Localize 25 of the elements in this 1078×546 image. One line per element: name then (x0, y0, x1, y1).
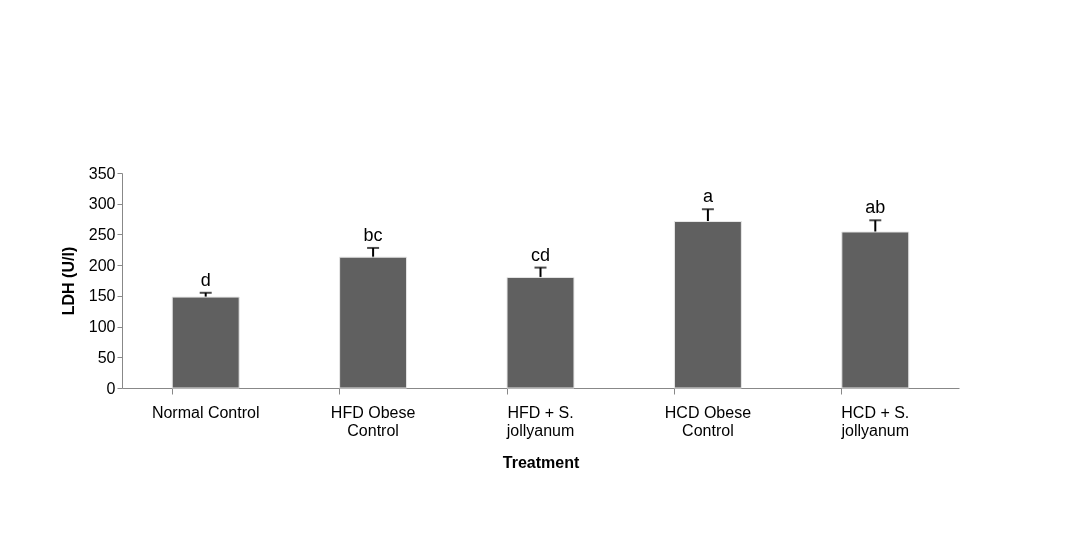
x-tick-label: HFD Obese Control (330, 403, 416, 439)
bar (841, 231, 910, 389)
annotation: d (200, 269, 211, 290)
annotation: cd (530, 244, 551, 265)
y-tick-label: 150 (88, 287, 116, 305)
y-tick-label: 0 (106, 379, 116, 397)
bar (171, 296, 240, 389)
annotation: ab (865, 197, 886, 218)
y-tick-label: 300 (88, 195, 116, 213)
y-tick-label: 50 (97, 348, 116, 366)
x-tick-label: Normal Control (151, 403, 260, 421)
annotation: bc (363, 224, 383, 245)
y-tick-label: 200 (88, 256, 116, 274)
y-axis-title: LDH (U/l) (59, 246, 77, 316)
y-tick-label: 100 (88, 318, 116, 336)
bar (673, 221, 742, 389)
annotation: a (702, 186, 714, 207)
bar (339, 256, 408, 389)
x-tick-label: HFD + S. jollyanum (505, 403, 575, 439)
x-axis-title: Treatment (502, 453, 580, 471)
y-tick-label: 350 (88, 164, 116, 182)
bar (506, 276, 575, 389)
x-tick-label: HCD + S. jollyanum (840, 403, 910, 439)
x-tick-label: HCD Obese Control (664, 403, 752, 439)
y-tick-label: 250 (88, 225, 116, 243)
